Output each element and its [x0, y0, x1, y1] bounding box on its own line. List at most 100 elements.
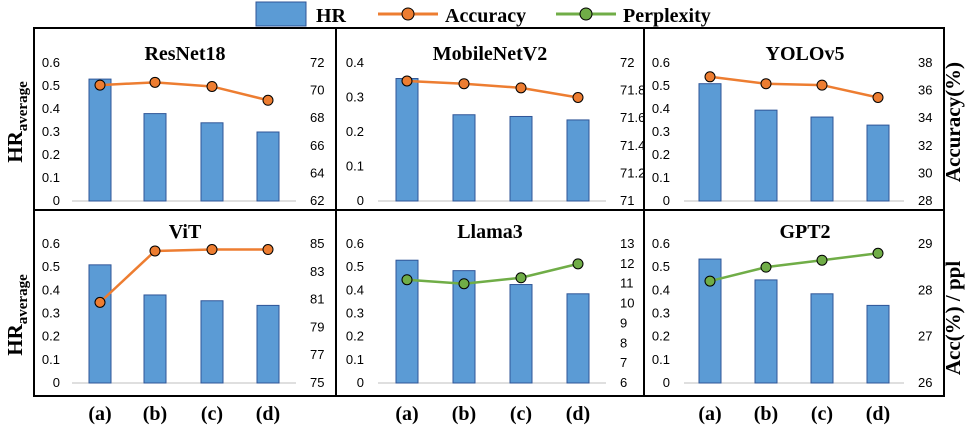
right-tick-yolov5: 32 [918, 138, 932, 153]
left-tick-mobilenetv2: 0.2 [346, 124, 364, 139]
right-tick-yolov5: 30 [918, 165, 932, 180]
left-tick-resnet18: 0.1 [42, 170, 60, 185]
left-tick-yolov5: 0.4 [652, 101, 670, 116]
x-category-labels: (a) (b) (c) (d) (a) (b) (c) (d) (a) (b) … [88, 403, 890, 425]
line-llama3 [406, 262, 579, 285]
x-label-llama-d: (d) [566, 403, 590, 425]
point-resnet18-3 [262, 94, 274, 106]
right-tick-yolov5: 38 [918, 55, 932, 70]
right-tick-mobilenetv2: 72 [620, 55, 634, 70]
bar-yolov5-1 [754, 109, 778, 202]
right-tick-vit: 85 [310, 236, 324, 251]
left-tick-gpt2: 0.3 [652, 306, 670, 321]
right-tick-mobilenetv2: 71.2 [620, 165, 645, 180]
point-llama3-1 [458, 278, 470, 290]
panel-mobilenetv2: MobileNetV2 0 0.1 0.2 0.3 0.4 71 71.2 71.4 71.6 71… [346, 43, 645, 208]
right-tick-resnet18: 68 [310, 110, 324, 125]
point-gpt2-3 [872, 247, 884, 259]
right-tick-resnet18: 66 [310, 138, 324, 153]
right-tick-gpt2: 27 [918, 329, 932, 344]
right-tick-llama3: 12 [620, 256, 634, 271]
left-tick-vit: 0.3 [42, 306, 60, 321]
panel-title-resnet18: ResNet18 [144, 43, 225, 65]
panel-llama3: Llama3 0 0.1 0.2 0.3 0.4 0.5 0.6 6 7 8 9 10 11 12 13 [346, 221, 635, 390]
line-mobilenetv2 [406, 79, 579, 99]
left-tick-llama3: 0.3 [346, 306, 364, 321]
x-label-gpt2-b: (b) [754, 403, 778, 425]
left-axis-label-top: HRaverage [3, 81, 31, 163]
left-tick-llama3: 0.1 [346, 352, 364, 367]
left-tick-mobilenetv2: 0.3 [346, 90, 364, 105]
point-vit-0 [94, 296, 106, 308]
point-gpt2-1 [760, 261, 772, 273]
left-tick-yolov5: 0.1 [652, 170, 670, 185]
left-tick-vit: 0.4 [42, 282, 60, 297]
right-tick-gpt2: 26 [918, 375, 932, 390]
right-tick-yolov5: 34 [918, 110, 932, 125]
x-label-llama-b: (b) [452, 403, 476, 425]
left-tick-llama3: 0.5 [346, 259, 364, 274]
bar-vit-3 [256, 304, 280, 384]
right-tick-llama3: 10 [620, 296, 634, 311]
left-tick-gpt2: 0.4 [652, 282, 670, 297]
bar-mobilenetv2-2 [509, 115, 533, 202]
legend: HR Accuracy Perplexity [255, 1, 711, 27]
point-llama3-2 [515, 272, 527, 284]
bar-resnet18-2 [200, 122, 224, 202]
point-vit-1 [149, 245, 161, 257]
right-tick-yolov5: 36 [918, 83, 932, 98]
panel-title-gpt2: GPT2 [779, 221, 830, 243]
panel-yolov5: YOLOv5 0 0.1 0.2 0.3 0.4 0.5 0.6 28 30 32 34 36 38 [652, 43, 933, 208]
left-tick-gpt2: 0 [663, 375, 670, 390]
left-tick-gpt2: 0.6 [652, 236, 670, 251]
left-tick-vit: 0.5 [42, 259, 60, 274]
left-tick-resnet18: 0.5 [42, 78, 60, 93]
right-tick-vit: 75 [310, 375, 324, 390]
bar-llama3-3 [566, 293, 590, 384]
bar-mobilenetv2-3 [566, 119, 590, 202]
point-vit-2 [206, 244, 218, 256]
x-label-llama-c: (c) [510, 403, 532, 425]
right-tick-llama3: 6 [620, 375, 627, 390]
point-vit-3 [262, 244, 274, 256]
right-tick-llama3: 11 [620, 276, 634, 291]
right-tick-resnet18: 64 [310, 165, 324, 180]
legend-perplexity-label: Perplexity [623, 5, 711, 27]
bar-yolov5-0 [698, 83, 722, 202]
left-tick-vit: 0 [53, 375, 60, 390]
left-tick-llama3: 0.4 [346, 282, 364, 297]
left-tick-yolov5: 0.6 [652, 55, 670, 70]
left-tick-resnet18: 0.6 [42, 55, 60, 70]
right-tick-gpt2: 28 [918, 282, 932, 297]
right-tick-resnet18: 72 [310, 55, 324, 70]
point-mobilenetv2-0 [401, 75, 413, 87]
point-resnet18-0 [94, 79, 106, 91]
bar-vit-1 [143, 294, 167, 384]
left-tick-gpt2: 0.2 [652, 329, 670, 344]
point-mobilenetv2-1 [458, 78, 470, 90]
left-tick-resnet18: 0.4 [42, 101, 60, 116]
bar-resnet18-1 [143, 113, 167, 202]
legend-perplexity-marker [579, 7, 593, 21]
left-tick-yolov5: 0 [663, 193, 670, 208]
right-tick-vit: 77 [310, 347, 324, 362]
panel-frames [33, 27, 945, 397]
bar-vit-2 [200, 300, 224, 384]
legend-hr-label: HR [316, 5, 347, 27]
left-tick-vit: 0.6 [42, 236, 60, 251]
point-yolov5-2 [816, 79, 828, 91]
legend-accuracy-label: Accuracy [445, 5, 526, 27]
x-label-resnet-c: (c) [201, 403, 223, 425]
right-tick-llama3: 13 [620, 236, 634, 251]
left-tick-gpt2: 0.1 [652, 352, 670, 367]
x-label-gpt2-c: (c) [811, 403, 833, 425]
left-tick-mobilenetv2: 0.1 [346, 159, 364, 174]
point-resnet18-2 [206, 80, 218, 92]
left-tick-vit: 0.2 [42, 329, 60, 344]
right-tick-yolov5: 28 [918, 193, 932, 208]
legend-hr-swatch [255, 1, 307, 27]
bar-resnet18-3 [256, 131, 280, 202]
bar-mobilenetv2-0 [395, 78, 419, 202]
right-tick-vit: 81 [310, 292, 324, 307]
